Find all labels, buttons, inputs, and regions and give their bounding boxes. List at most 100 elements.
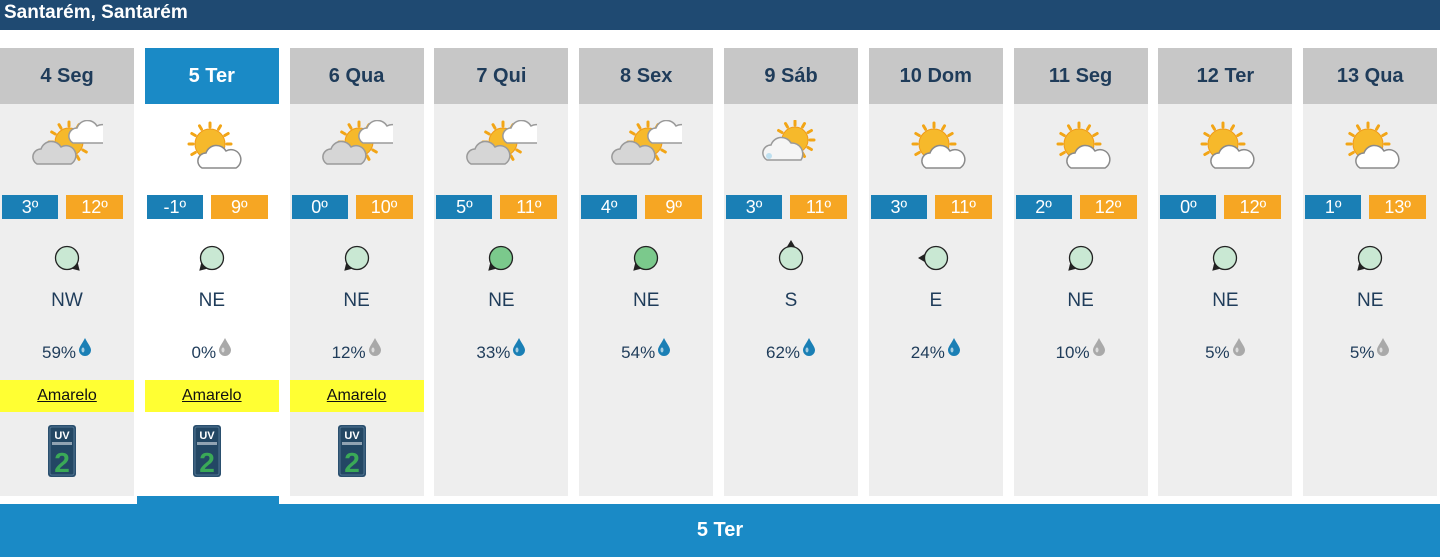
sun-cloud-grey-icon: [610, 119, 692, 180]
raindrop-icon: [945, 337, 961, 361]
uv-index-icon: UV 2: [47, 424, 77, 478]
uv-value: 2: [199, 447, 215, 478]
day-column[interactable]: 5 Ter -1º 9º NE 0% Amarelo UV 2: [144, 48, 279, 496]
wind-direction-icon: [622, 234, 670, 282]
warning-link[interactable]: Amarelo: [0, 380, 134, 412]
min-temp: -1º: [146, 195, 203, 219]
svg-text:UV: UV: [344, 430, 360, 442]
wind-direction-icon: [767, 234, 815, 282]
precipitation-value: 33%: [476, 342, 511, 362]
max-temp: 9º: [645, 195, 703, 219]
precipitation: 33%: [434, 337, 568, 363]
raindrop-icon: [76, 337, 92, 361]
day-label[interactable]: 5 Ter: [144, 48, 279, 104]
raindrop-icon: [800, 337, 816, 361]
day-column[interactable]: 6 Qua 0º 10º NE 12% Amarelo UV 2: [289, 48, 424, 496]
precipitation-value: 10%: [1055, 342, 1090, 362]
svg-text:UV: UV: [54, 430, 70, 442]
precipitation: 5%: [1303, 337, 1437, 363]
selected-day-indicator: [137, 496, 279, 504]
day-column[interactable]: 8 Sex 4º 9º NE 54%: [579, 48, 714, 496]
precipitation-value: 5%: [1205, 342, 1230, 362]
wind-direction-icon: [333, 234, 381, 282]
max-temp: 10º: [355, 195, 413, 219]
uv-index-icon: UV 2: [192, 424, 222, 478]
min-temp: 3º: [870, 195, 927, 219]
raindrop-icon: [1090, 337, 1106, 361]
sun-cloud-icon: [176, 120, 248, 180]
precipitation: 10%: [1014, 337, 1148, 363]
day-label[interactable]: 7 Qui: [434, 48, 569, 104]
warning-link[interactable]: Amarelo: [289, 380, 424, 412]
wind-direction: S: [784, 290, 798, 311]
day-label[interactable]: 12 Ter: [1158, 48, 1293, 104]
day-column[interactable]: 7 Qui 5º 11º NE 33%: [434, 48, 569, 496]
precipitation: 12%: [290, 337, 424, 363]
wind-direction: NE: [343, 290, 370, 311]
day-label[interactable]: 13 Qua: [1303, 48, 1438, 104]
raindrop-icon: [510, 337, 526, 361]
max-temp: 11º: [790, 195, 847, 219]
max-temp: 12º: [66, 195, 123, 219]
precipitation: 0%: [145, 337, 279, 363]
day-column[interactable]: 11 Seg 2º 12º NE 10%: [1013, 48, 1148, 496]
wind-direction-icon: [43, 234, 91, 282]
precipitation-value: 54%: [621, 342, 656, 362]
wind-direction: NE: [1212, 290, 1239, 311]
sun-cloud-icon: [1189, 120, 1261, 180]
wind-direction: NE: [1356, 290, 1384, 311]
precipitation: 54%: [579, 337, 713, 363]
day-column[interactable]: 4 Seg 3º 12º NW 59% Amarelo UV 2: [0, 48, 134, 496]
precipitation-value: 62%: [765, 342, 801, 362]
day-label[interactable]: 6 Qua: [289, 48, 424, 104]
min-temp: 1º: [1305, 195, 1362, 219]
raindrop-icon: [366, 337, 382, 361]
day-label[interactable]: 11 Seg: [1013, 48, 1148, 104]
warning-link[interactable]: Amarelo: [144, 380, 279, 412]
day-column[interactable]: 9 Sáb 3º 11º S 62%: [724, 48, 858, 496]
wind-direction-icon: [1346, 234, 1394, 282]
precipitation-value: 5%: [1349, 342, 1375, 362]
precipitation: 62%: [724, 337, 858, 363]
uv-value: 2: [344, 447, 360, 478]
wind-direction: NE: [198, 290, 225, 311]
max-temp: 11º: [500, 195, 558, 219]
day-label[interactable]: 8 Sex: [579, 48, 714, 104]
sun-cloud-icon: [900, 120, 972, 180]
raindrop-icon: [1374, 337, 1390, 361]
day-label[interactable]: 9 Sáb: [724, 48, 858, 104]
wind-direction: NE: [1067, 290, 1094, 311]
wind-direction: NW: [51, 290, 83, 311]
day-column[interactable]: 13 Qua 1º 13º NE 5%: [1303, 48, 1438, 496]
selected-day-bar[interactable]: 5 Ter: [0, 504, 1440, 557]
precipitation: 24%: [869, 337, 1003, 363]
wind-direction-icon: [1057, 234, 1105, 282]
max-temp: 13º: [1369, 195, 1427, 219]
raindrop-icon: [216, 337, 232, 361]
wind-direction-icon: [188, 234, 236, 282]
wind-direction: NE: [632, 290, 660, 311]
precipitation-value: 59%: [41, 342, 77, 362]
precipitation-value: 12%: [331, 342, 366, 362]
sun-cloud-grey-icon: [31, 119, 113, 180]
forecast-days: 4 Seg 3º 12º NW 59% Amarelo UV 2 5 Ter -1º 9º …: [0, 48, 1440, 496]
day-column[interactable]: 12 Ter 0º 12º NE 5%: [1158, 48, 1293, 496]
max-temp: 11º: [934, 195, 992, 219]
wind-direction-icon: [912, 234, 960, 282]
max-temp: 9º: [210, 195, 268, 219]
day-label[interactable]: 10 Dom: [868, 48, 1003, 104]
day-column[interactable]: 10 Dom 3º 11º E 24%: [868, 48, 1003, 496]
uv-index-icon: UV 2: [337, 424, 367, 478]
precipitation-value: 0%: [191, 342, 217, 362]
wind-direction-icon: [477, 234, 525, 282]
location-title: Santarém, Santarém: [4, 2, 188, 23]
max-temp: 12º: [1224, 195, 1282, 219]
min-temp: 0º: [291, 195, 348, 219]
wind-direction: E: [929, 290, 943, 311]
precipitation-value: 24%: [910, 342, 945, 362]
sun-cloud-icon: [1045, 120, 1117, 180]
day-label[interactable]: 4 Seg: [0, 48, 134, 104]
uv-value: 2: [54, 447, 70, 478]
min-temp: 5º: [436, 195, 493, 219]
min-temp: 3º: [726, 195, 782, 219]
